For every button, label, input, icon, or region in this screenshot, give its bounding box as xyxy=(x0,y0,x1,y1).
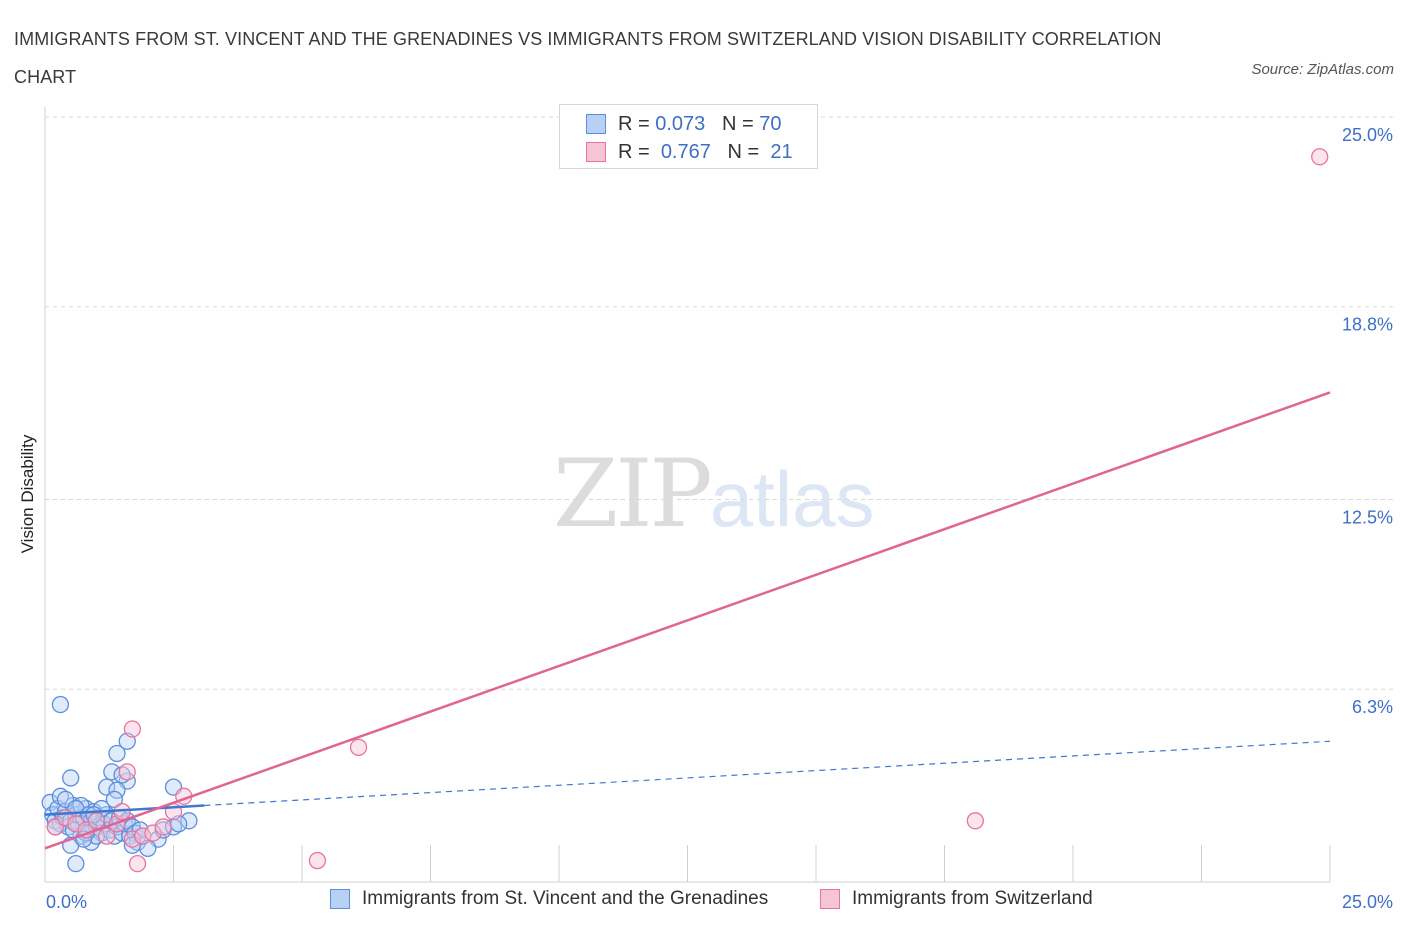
legend-r-label: R = xyxy=(618,112,650,135)
series-legend-item-pink: Immigrants from Switzerland xyxy=(820,888,1093,910)
pink-data-point xyxy=(87,812,106,830)
legend-swatch-blue xyxy=(586,114,606,134)
pink-trend-line xyxy=(44,391,1331,850)
legend-n-label: N = xyxy=(721,112,754,135)
y-tick-label: 18.8% xyxy=(1342,315,1393,335)
pink-data-point xyxy=(123,830,142,848)
correlation-legend: R = 0.073 N = 70 R = 0.767 N = 21 xyxy=(559,104,818,169)
pink-data-point xyxy=(134,827,152,845)
pink-data-point xyxy=(1311,148,1329,166)
legend-r-value: 0.767 xyxy=(660,140,711,163)
pink-data-point xyxy=(123,720,142,738)
legend-row-pink: R = 0.767 N = 21 xyxy=(586,139,793,165)
blue-trend-extension xyxy=(204,740,1331,807)
series-name-blue: Immigrants from St. Vincent and the Gren… xyxy=(362,888,769,909)
legend-n-value: 70 xyxy=(759,112,782,135)
blue-trend-line xyxy=(44,804,205,816)
blue-data-point xyxy=(105,790,124,809)
legend-r-value: 0.073 xyxy=(655,112,706,135)
legend-n-value: 21 xyxy=(770,140,793,163)
x-tick-label: 25.0% xyxy=(1342,892,1393,912)
legend-row-blue: R = 0.073 N = 70 xyxy=(586,111,781,137)
series-name-pink: Immigrants from Switzerland xyxy=(852,888,1093,909)
blue-data-point xyxy=(67,854,85,873)
series-legend-item-blue: Immigrants from St. Vincent and the Gren… xyxy=(330,888,768,910)
legend-r-label: R = xyxy=(618,140,650,163)
x-tick-label: 0.0% xyxy=(46,892,87,912)
series-legend: Immigrants from St. Vincent and the Gren… xyxy=(0,888,1406,916)
blue-data-point xyxy=(180,812,198,830)
pink-data-point xyxy=(349,738,368,757)
y-tick-label: 25.0% xyxy=(1342,125,1393,145)
blue-data-point xyxy=(113,766,131,784)
chart-title: IMMIGRANTS FROM ST. VINCENT AND THE GREN… xyxy=(14,29,1162,87)
blue-data-point xyxy=(98,778,116,796)
watermark: ZIPatlas xyxy=(553,440,874,549)
pink-data-point xyxy=(98,827,116,845)
pink-data-point xyxy=(308,851,327,870)
watermark-zip: ZIP xyxy=(553,440,713,549)
blue-data-point xyxy=(51,787,70,805)
y-tick-label: 12.5% xyxy=(1342,508,1393,528)
pink-data-point xyxy=(154,818,172,836)
legend-n-label: N = xyxy=(727,140,760,163)
legend-swatch-pink xyxy=(586,142,606,162)
pink-data-point xyxy=(128,854,147,873)
series-swatch-pink xyxy=(820,889,840,909)
pink-data-point xyxy=(118,763,136,781)
blue-data-point xyxy=(62,769,80,787)
series-swatch-blue xyxy=(330,889,350,909)
pink-data-point xyxy=(966,812,984,830)
source-label: Source: ZipAtlas.com xyxy=(1251,61,1394,78)
pink-data-point xyxy=(144,824,162,842)
pink-data-point xyxy=(67,815,85,833)
blue-data-point xyxy=(51,695,70,714)
blue-data-point xyxy=(108,744,126,763)
y-tick-label: 6.3% xyxy=(1352,697,1393,717)
